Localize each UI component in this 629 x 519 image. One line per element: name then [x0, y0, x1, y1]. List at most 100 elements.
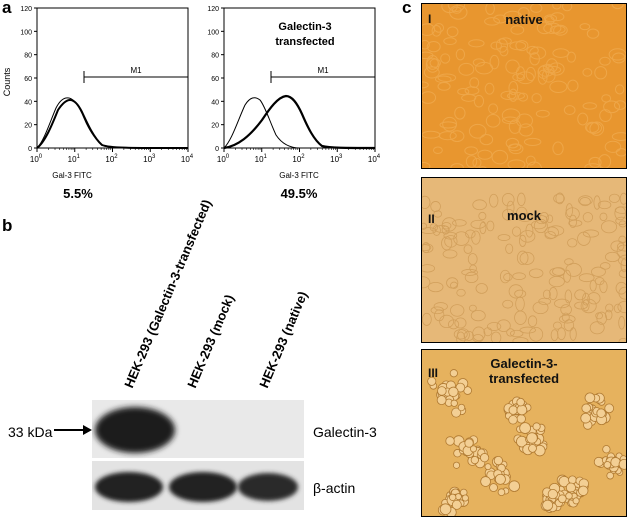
- cell-outline: [468, 123, 487, 139]
- cell-outline: [430, 306, 445, 315]
- y-tick-label: 60: [211, 76, 219, 83]
- micrograph-transfected-roman: III: [428, 366, 439, 380]
- cell-outline: [512, 226, 522, 237]
- cell-outline: [536, 21, 553, 35]
- cell-outline: [498, 37, 512, 45]
- cell-outline: [542, 289, 551, 300]
- gate-label-right: M1: [317, 66, 329, 75]
- cell-outline: [503, 273, 513, 282]
- cell-outline: [505, 59, 520, 74]
- cell-outline: [456, 288, 466, 297]
- cell-cluster-cell: [565, 482, 576, 493]
- cell-cluster-cell: [439, 503, 452, 515]
- cell-outline: [514, 310, 527, 325]
- cell-cluster-cell: [603, 461, 612, 469]
- cell-outline: [523, 137, 542, 146]
- cell-cluster-cell: [580, 412, 592, 424]
- micrograph-native-caption: native: [505, 12, 543, 27]
- cell-cluster-cell: [526, 432, 538, 444]
- cell-outline: [608, 193, 620, 203]
- x-ticks-left: 100 101 102 103 104: [30, 148, 194, 164]
- cell-outline: [618, 286, 626, 300]
- y-tick-label: 60: [24, 76, 32, 83]
- cell-cluster-cell: [618, 458, 626, 470]
- micrograph-transfected-caption-2: transfected: [488, 371, 560, 386]
- cell-outline: [489, 193, 499, 208]
- micrograph-transfected: III Galectin-3- transfected: [421, 349, 627, 517]
- cell-outline: [425, 57, 440, 73]
- cell-outline: [506, 328, 515, 337]
- histogram-left-curve-b: [36, 97, 189, 149]
- cell-cluster-cell: [493, 455, 503, 466]
- cell-cluster-cell: [445, 436, 455, 446]
- cell-cluster-cell: [489, 483, 498, 492]
- cell-cluster-cell: [516, 414, 526, 424]
- cell-outline: [475, 283, 488, 294]
- y-tick-label: 20: [24, 123, 32, 130]
- cell-outline: [488, 103, 499, 114]
- cell-outline: [437, 73, 457, 82]
- cell-outline: [568, 214, 578, 229]
- cell-outline: [484, 17, 500, 26]
- cell-cluster-cell: [454, 493, 462, 501]
- micrograph-native-texture: [422, 4, 626, 168]
- cell-outline: [439, 314, 455, 328]
- cell-outline: [579, 197, 591, 207]
- cell-cluster-cell: [450, 399, 458, 407]
- cell-outline: [548, 287, 558, 301]
- cell-outline: [577, 112, 589, 126]
- cell-outline: [600, 262, 611, 270]
- cell-outline: [433, 23, 445, 33]
- cell-outline: [544, 226, 559, 239]
- cell-outline: [430, 201, 441, 212]
- cell-outline: [461, 93, 477, 102]
- cell-cluster-cell: [469, 445, 477, 453]
- cell-outline: [615, 281, 626, 295]
- cell-cluster-cell: [516, 397, 525, 407]
- cell-outline: [499, 269, 511, 284]
- cell-outline: [457, 328, 470, 342]
- cell-outline: [604, 140, 622, 153]
- cell-outline: [434, 309, 445, 322]
- lane-label-native: HEK-293 (native): [256, 289, 311, 390]
- cell-outline: [442, 249, 458, 259]
- cell-cluster-cell: [528, 444, 537, 453]
- cell-outline: [578, 195, 593, 206]
- cell-outline: [582, 299, 590, 312]
- cell-outline: [432, 224, 441, 236]
- cell-cluster-cell: [494, 473, 506, 485]
- cell-outline: [475, 61, 494, 75]
- cell-outline: [501, 193, 515, 207]
- right-title-line1: Galectin-3: [278, 21, 331, 33]
- cell-outline: [446, 26, 459, 38]
- y-tick-label: 80: [24, 53, 32, 60]
- cell-outline: [544, 14, 558, 23]
- cell-outline: [530, 4, 543, 13]
- cell-outline: [618, 269, 626, 278]
- cell-outline: [484, 82, 495, 95]
- cell-outline: [579, 23, 591, 31]
- cell-outline: [468, 304, 477, 312]
- cell-outline: [619, 192, 626, 205]
- cell-outline: [508, 88, 518, 102]
- cell-outline: [533, 218, 548, 234]
- x-tick-label: 102: [105, 154, 118, 164]
- cell-outline: [471, 230, 481, 245]
- cell-outline: [553, 193, 565, 204]
- cell-outline: [597, 200, 612, 210]
- cell-outline: [508, 81, 519, 96]
- cell-outline: [560, 304, 572, 316]
- cell-outline: [470, 309, 486, 322]
- cell-cluster-cell: [464, 438, 474, 448]
- cell-outline: [453, 329, 468, 340]
- cell-outline: [574, 301, 588, 310]
- cell-outline: [599, 280, 608, 294]
- x-tick-label: 103: [330, 154, 343, 164]
- band-label-galectin: Galectin-3: [313, 424, 377, 440]
- cell-outline: [477, 149, 493, 160]
- cell-outline: [458, 62, 475, 76]
- cell-outline: [469, 77, 480, 89]
- cell-outline: [472, 326, 486, 342]
- cell-outline: [442, 116, 458, 132]
- cell-outline: [550, 329, 559, 342]
